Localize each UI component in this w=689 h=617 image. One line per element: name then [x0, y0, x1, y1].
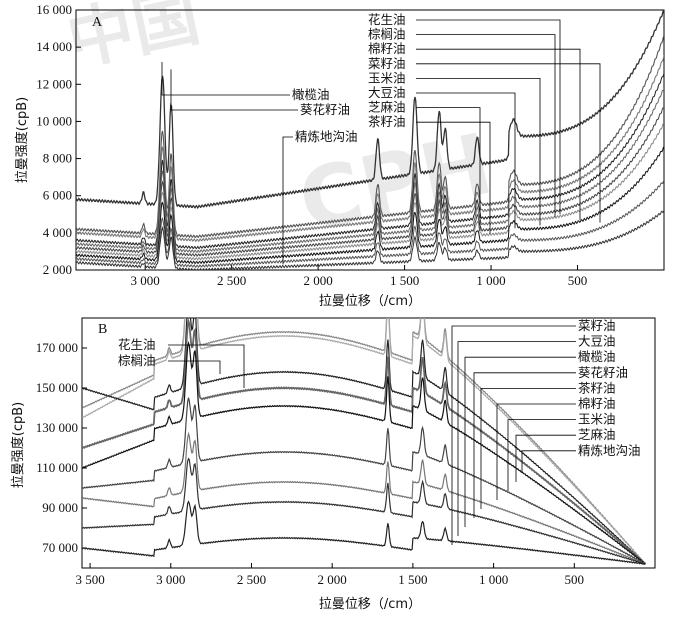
panel-b: B 70 000 90 000 110 000 130 000 150 000 170 00…: [10, 317, 656, 612]
panel-a-legend-leader: [170, 69, 298, 111]
panel-b-legend-label-right: 葵花籽油: [578, 365, 628, 380]
panel-a-series-line: [76, 10, 664, 210]
panel-b-ytick-label: 110 000: [36, 460, 78, 475]
panel-a-legend-label-right: 芝麻油: [368, 100, 406, 115]
panel-b-legend-leader: [457, 341, 576, 536]
panel-a-xtick-label: 1 500: [390, 273, 419, 288]
panel-b-legend-label-right: 大豆油: [578, 334, 616, 349]
panel-a-series-line: [76, 146, 664, 265]
panel-a-xlabel: 拉曼位移（/cm）: [319, 294, 421, 309]
panel-b-legend-leader: [168, 344, 245, 388]
panel-b-xtick-label: 1 500: [398, 572, 427, 587]
panel-a-ytick-label: 10 000: [36, 113, 72, 128]
panel-b-legend-leader: [507, 419, 576, 491]
panel-a-legend-leader: [416, 107, 481, 231]
panel-b-series-line: [82, 340, 646, 565]
watermark-text-top: 中国: [61, 0, 206, 80]
panel-a-legend-leader: [416, 63, 601, 223]
panel-b-legend-leader: [464, 356, 576, 527]
panel-a-legend-label-right: 菜籽油: [368, 56, 406, 71]
panel-b-xtick-label: 2 000: [318, 572, 347, 587]
panel-a-legend-label-right: 棉籽油: [368, 41, 406, 56]
panel-a-frame: [75, 9, 665, 271]
panel-a-legend-leader: [282, 136, 293, 265]
panel-b-ytick-label: 170 000: [36, 340, 78, 355]
panel-a-xtick-label: 2 500: [217, 273, 246, 288]
panel-a-legend-leader: [416, 19, 561, 215]
panel-b-legend-label-left: 棕榈油: [118, 353, 156, 368]
panel-b-legend-label-left: 花生油: [118, 337, 156, 352]
panel-b-frame: [81, 317, 656, 569]
panel-b-legend-label-right: 芝麻油: [578, 427, 616, 442]
panel-b-legend-leader: [473, 372, 576, 518]
panel-b-series-line: [82, 397, 646, 565]
panel-a-label: A: [92, 15, 103, 30]
panel-b-legend-label-right: 棉籽油: [578, 396, 616, 411]
panel-a-series-group: [76, 10, 664, 270]
panel-b-legend-label-right: 精炼地沟油: [578, 443, 641, 458]
panel-a-legend-label-right: 玉米油: [368, 70, 406, 85]
panel-a-legend-leader: [416, 34, 556, 218]
panel-a-legend-label-right: 茶籽油: [368, 114, 406, 129]
panel-a-legend-leader: [416, 92, 516, 229]
panel-b-legend-leader: [515, 434, 576, 482]
panel-a-ytick-label: 4 000: [43, 225, 72, 240]
panel-a-legend-label-left: 橄榄油: [292, 87, 330, 102]
panel-b-xtick-label: 2 500: [237, 572, 266, 587]
panel-a-ytick-label: 2 000: [43, 262, 72, 277]
panel-b-legend-leader: [521, 450, 576, 473]
panel-a-series-line: [76, 209, 664, 270]
panel-b-series-line: [82, 318, 646, 565]
panel-b-series-line: [82, 318, 646, 565]
panel-a-xtick-label: 3 000: [131, 273, 160, 288]
panel-b-series-line: [82, 318, 646, 565]
panel-b-series-line: [82, 318, 647, 565]
panel-b-legend-leader: [480, 387, 576, 509]
panel-a-xtick-label: 2 000: [303, 273, 332, 288]
panel-a-ytick-label: 14 000: [36, 39, 72, 54]
panel-a-legend-label-left: 精炼地沟油: [295, 129, 358, 144]
panel-a-legend-label-right: 花生油: [368, 12, 406, 27]
panel-b-xtick-label: 3 500: [75, 572, 104, 587]
panel-a-legend-label-right: 棕榈油: [368, 27, 406, 42]
panel-a-ylabel: 拉曼强度(cpB): [14, 97, 30, 183]
panel-a-xtick-label: 1 000: [476, 273, 505, 288]
panel-b-ytick-label: 150 000: [36, 380, 78, 395]
panel-b-label: B: [98, 322, 107, 337]
panel-b-legend-leader: [451, 325, 576, 545]
panel-b-xtick-label: 500: [565, 572, 585, 587]
panel-b-series-line: [82, 431, 646, 565]
panel-b-legend-leader: [496, 403, 576, 500]
panel-b-legend-label-right: 茶籽油: [578, 380, 616, 395]
panel-a-series-line: [76, 55, 664, 243]
panel-b-legend-label-right: 玉米油: [578, 412, 616, 427]
panel-a-ytick-label: 8 000: [43, 151, 72, 166]
panel-a-xtick-label: 500: [568, 273, 588, 288]
panel-a-legend-leader: [416, 78, 541, 226]
panel-b-series-line: [82, 500, 646, 565]
panel-b-xtick-label: 3 000: [156, 572, 185, 587]
panel-a-ytick-label: 16 000: [36, 2, 72, 17]
panel-a-ytick-label: 6 000: [43, 188, 72, 203]
panel-a-legend-label-right: 大豆油: [368, 85, 406, 100]
panel-b-xtick-label: 1 000: [479, 572, 508, 587]
panel-b-legend-leader: [168, 360, 221, 374]
panel-a-ytick-label: 12 000: [36, 76, 72, 91]
panel-b-legend-label-right: 菜籽油: [578, 318, 616, 333]
panel-b-series-group: [82, 318, 647, 565]
panel-a-series-line: [76, 179, 664, 269]
panel-a: A 2 000 4 000 6 000 8 000 10 000 12 000 14 000 1…: [14, 2, 665, 309]
panel-b-ylabel: 拉曼强度(cpB): [10, 402, 26, 488]
panel-b-ytick-label: 70 000: [42, 540, 78, 555]
panel-a-legend-leader: [416, 48, 581, 220]
panel-a-legend-leader: [416, 121, 491, 234]
panel-a-legend-label-left: 葵花籽油: [300, 102, 350, 117]
panel-a-legend-leader: [161, 62, 290, 96]
panel-b-ytick-label: 90 000: [42, 500, 78, 515]
panel-b-ytick-label: 130 000: [36, 420, 78, 435]
panel-b-series-line: [82, 457, 646, 565]
panel-b-legend-label-right: 橄榄油: [578, 349, 616, 364]
panel-b-xlabel: 拉曼位移（/cm）: [319, 597, 421, 612]
